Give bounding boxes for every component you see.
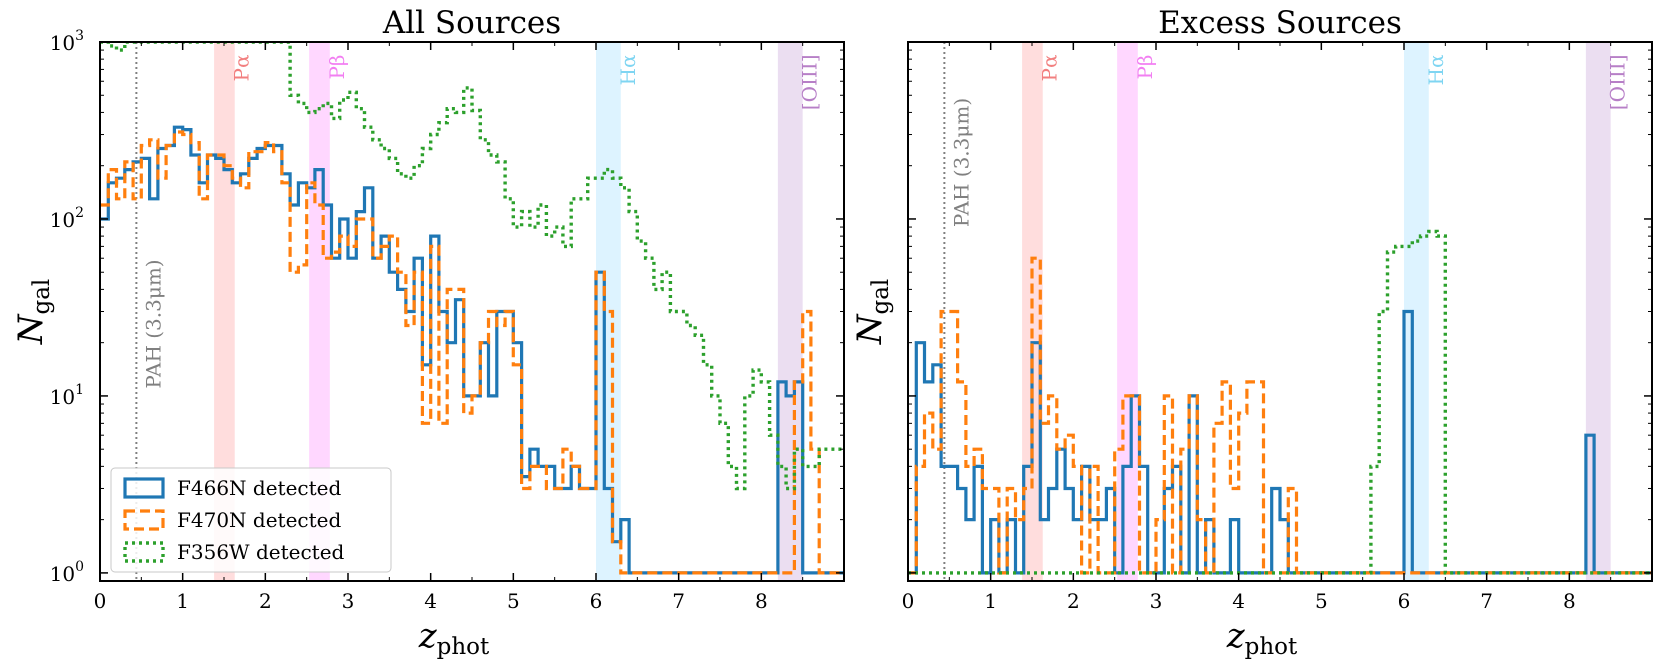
x-tick-label: 2 — [259, 589, 272, 613]
plot-area — [100, 42, 844, 581]
x-tick-label: 6 — [1398, 589, 1411, 613]
x-tick-label: 8 — [1563, 589, 1576, 613]
chart-title: All Sources — [382, 5, 561, 41]
emission-band-2 — [1117, 42, 1138, 581]
emission-band-3 — [596, 42, 621, 581]
emission-label-2: Pβ — [325, 54, 349, 79]
emission-label-2: Pβ — [1133, 54, 1157, 79]
panel-excess-sources: PAH (3.3μm) Pα Pβ Hα [OIII] 0 1 2 3 4 5 6 7 8 Excess S… — [850, 5, 1653, 660]
legend-label-0: F466N detected — [177, 476, 341, 500]
x-tick-label: 0 — [94, 589, 107, 613]
y-axis-label: Ngal — [850, 279, 894, 346]
legend-box — [110, 467, 392, 573]
y-tick-label: 103 — [50, 28, 84, 55]
x-axis-label: zphot — [1226, 616, 1298, 660]
pah-label: PAH (3.3μm) — [949, 98, 973, 227]
x-tick-label: 7 — [1480, 589, 1493, 613]
x-tick-label: 7 — [672, 589, 685, 613]
x-tick-label: 8 — [755, 589, 768, 613]
legend-label-1: F470N detected — [177, 508, 341, 532]
emission-label-1: Pα — [1038, 54, 1062, 81]
x-tick-label: 4 — [424, 589, 437, 613]
emission-band-4 — [1585, 42, 1611, 581]
plot-area — [908, 42, 1652, 581]
emission-label-1: Pα — [230, 54, 254, 81]
emission-band-1 — [214, 42, 235, 581]
series-f356w-detected — [100, 42, 844, 491]
emission-label-3: Hα — [616, 54, 640, 85]
x-tick-label: 0 — [902, 589, 915, 613]
panel-all-sources: PAH (3.3μm) Pα Pβ Hα [OIII] 0 1 2 3 4 5 6 7 8 100 101 10… — [11, 5, 845, 660]
series-f356w-detected — [908, 229, 1652, 575]
x-tick-label: 5 — [1315, 589, 1328, 613]
emission-label-3: Hα — [1424, 54, 1448, 85]
x-tick-label: 6 — [590, 589, 603, 613]
x-tick-label: 1 — [984, 589, 997, 613]
x-tick-label: 1 — [176, 589, 189, 613]
emission-label-4: [OIII] — [1606, 54, 1630, 110]
emission-band-4 — [777, 42, 803, 581]
x-axis-label: zphot — [418, 616, 490, 660]
x-tick-label: 2 — [1067, 589, 1080, 613]
series-f466n-detected — [908, 309, 1652, 575]
y-tick-label: 102 — [50, 205, 84, 232]
series-f470n-detected — [100, 130, 844, 575]
emission-label-4: [OIII] — [798, 54, 822, 110]
legend-label-2: F356W detected — [177, 540, 345, 564]
chart-title: Excess Sources — [1158, 5, 1402, 41]
x-tick-label: 4 — [1232, 589, 1245, 613]
x-tick-label: 5 — [507, 589, 520, 613]
y-tick-label: 101 — [50, 382, 84, 409]
legend-swatch-1 — [123, 509, 165, 531]
series-f470n-detected — [908, 256, 1652, 575]
x-tick-label: 3 — [342, 589, 355, 613]
emission-band-1 — [1022, 42, 1043, 581]
y-axis-label: Ngal — [11, 279, 55, 346]
legend-swatch-0 — [123, 477, 165, 499]
y-tick-label: 100 — [50, 559, 84, 586]
x-tick-label: 3 — [1150, 589, 1163, 613]
pah-label: PAH (3.3μm) — [141, 259, 165, 388]
legend: F466N detected F470N detected F356W detect… — [110, 467, 392, 573]
